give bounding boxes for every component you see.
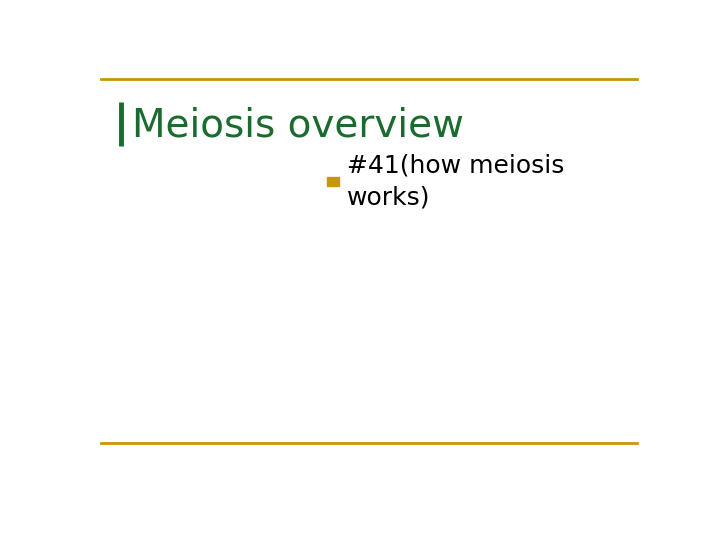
Text: Meiosis overview: Meiosis overview [132, 106, 464, 144]
Bar [327, 177, 339, 186]
Text: #41(how meiosis
works): #41(how meiosis works) [347, 153, 564, 209]
